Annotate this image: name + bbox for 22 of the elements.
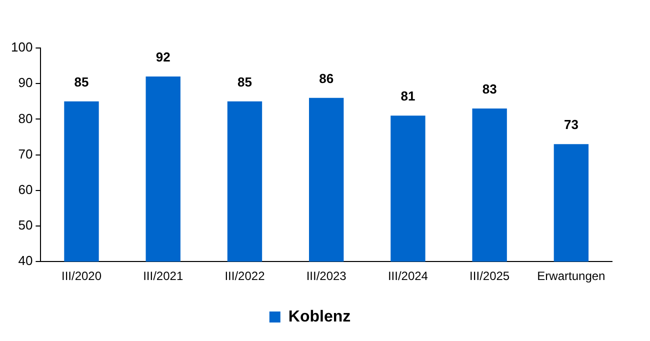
data-label: 83 [482,82,497,97]
y-tick-label: 90 [18,75,33,90]
y-tick-label: 50 [18,218,33,233]
x-tick-label: III/2024 [388,269,428,284]
y-tick-label: 70 [18,146,33,162]
x-tick-label: III/2025 [470,269,510,284]
y-tick-label: 80 [18,110,33,126]
data-label: 73 [564,117,578,132]
data-label: 85 [237,74,252,90]
y-tick-label: 60 [18,182,33,197]
x-tick-label: III/2023 [306,269,347,284]
x-tick-label: Erwartungen [537,269,606,284]
data-label: 86 [319,70,334,86]
legend-label: Koblenz [288,308,351,326]
x-tick-label: III/2020 [61,269,102,284]
x-tick-label: III/2022 [224,269,266,284]
data-label: 92 [156,50,170,65]
data-label: 81 [400,88,416,104]
x-tick-label: III/2021 [143,269,184,284]
y-tick-label: 40 [18,253,33,268]
y-tick-label: 100 [10,40,33,55]
data-label: 85 [74,74,89,90]
